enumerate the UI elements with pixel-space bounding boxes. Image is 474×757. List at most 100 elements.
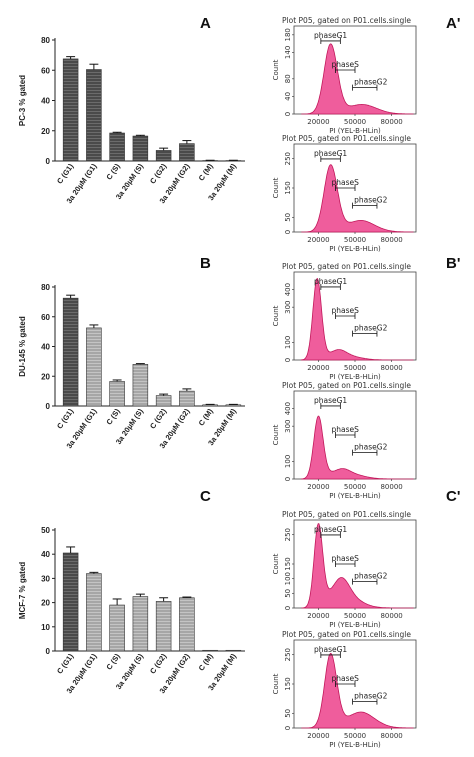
y-tick-label: 10 <box>41 623 50 632</box>
y-axis-label: Count <box>272 553 280 574</box>
histogram-area <box>300 277 414 361</box>
x-tick-label: 80000 <box>380 236 402 244</box>
x-category-label: C (G2) <box>148 407 169 431</box>
bar <box>62 552 79 652</box>
y-tick-label: 0 <box>46 157 51 166</box>
x-tick-label: 50000 <box>344 118 366 126</box>
y-tick-label: 50 <box>41 526 50 535</box>
x-axis-label: PI (YEL-B-HLin) <box>329 127 381 135</box>
y-tick-label: 80 <box>41 36 50 45</box>
x-tick-label: 80000 <box>380 118 402 126</box>
histogram-area <box>301 43 414 115</box>
y-tick-label: 80 <box>284 74 292 83</box>
gate-label: phaseG2 <box>354 692 387 701</box>
x-category-label: C (M) <box>197 652 215 673</box>
histogram-area <box>300 415 414 480</box>
x-axis-label: PI (YEL-B-HLin) <box>329 741 381 749</box>
y-tick-label: 0 <box>284 358 292 362</box>
y-tick-label: 20 <box>41 127 50 136</box>
x-category-label: C (S) <box>104 162 122 182</box>
bar <box>86 69 102 162</box>
bar <box>202 649 218 652</box>
histogram-title: Plot P05, gated on P01.cells.single <box>282 16 411 25</box>
gate-label: phaseS <box>332 674 360 683</box>
x-tick-label: 80000 <box>380 612 402 620</box>
y-tick-label: 50 <box>284 709 292 718</box>
histogram-plot: B' Plot P05, gated on P01.cells.single pha… <box>272 255 460 381</box>
histogram-area <box>301 652 414 729</box>
y-tick-label: 40 <box>41 550 50 559</box>
y-axis-label: MCF-7 % gated <box>18 562 27 619</box>
panel-letter: B' <box>446 255 460 272</box>
y-tick-label: 0 <box>284 606 292 610</box>
x-tick-label: 80000 <box>380 483 402 491</box>
x-axis-label: PI (YEL-B-HLin) <box>329 492 381 500</box>
y-tick-label: 20 <box>41 599 50 608</box>
x-category-label: C (S) <box>104 407 122 427</box>
gate-label: phaseG2 <box>354 572 387 581</box>
bar <box>86 327 102 407</box>
y-tick-label: 30 <box>41 574 50 583</box>
bar <box>62 58 79 162</box>
bar <box>179 390 195 407</box>
y-tick-label: 180 <box>284 28 292 41</box>
y-axis-label: Count <box>272 673 280 694</box>
gate-label: phaseG2 <box>354 443 387 452</box>
y-tick-label: 60 <box>41 66 50 75</box>
y-tick-label: 0 <box>46 647 51 656</box>
histogram-area <box>301 523 414 609</box>
y-tick-label: 40 <box>41 97 50 106</box>
histogram-plot: Plot P05, gated on P01.cells.single phase… <box>272 134 417 253</box>
gate-label: phaseS <box>332 554 360 563</box>
x-tick-label: 50000 <box>344 612 366 620</box>
bar <box>132 596 149 652</box>
y-tick-label: 0 <box>46 402 51 411</box>
bar <box>155 150 172 162</box>
y-tick-label: 100 <box>284 572 292 585</box>
bar <box>132 135 149 162</box>
x-tick-label: 50000 <box>344 483 366 491</box>
y-tick-label: 150 <box>284 557 292 570</box>
x-tick-label: 20000 <box>307 118 329 126</box>
bar <box>225 649 242 652</box>
x-tick-label: 80000 <box>380 364 402 372</box>
x-tick-label: 20000 <box>307 483 329 491</box>
bar <box>109 132 125 162</box>
gate-label: phaseG1 <box>314 31 347 40</box>
x-tick-label: 50000 <box>344 732 366 740</box>
y-tick-label: 40 <box>284 92 292 101</box>
bar <box>109 604 125 652</box>
histogram-title: Plot P05, gated on P01.cells.single <box>282 510 411 519</box>
gate-label: phaseG1 <box>314 277 347 286</box>
y-tick-label: 60 <box>41 313 50 322</box>
y-tick-label: 50 <box>284 213 292 222</box>
x-tick-label: 20000 <box>307 364 329 372</box>
histogram-area <box>301 164 414 233</box>
panel-letter: B <box>200 255 211 272</box>
bar <box>202 404 218 407</box>
gate-label: phaseG2 <box>354 78 387 87</box>
gate-label: phaseG1 <box>314 645 347 654</box>
y-tick-label: 0 <box>284 112 292 116</box>
histogram-title: Plot P05, gated on P01.cells.single <box>282 630 411 639</box>
y-tick-label: 400 <box>284 402 292 415</box>
x-category-label: C (G1) <box>55 652 76 676</box>
x-tick-label: 80000 <box>380 732 402 740</box>
x-axis-label: PI (YEL-B-HLin) <box>329 245 381 253</box>
y-tick-label: 0 <box>284 726 292 730</box>
y-axis-label: Count <box>272 59 280 80</box>
x-tick-label: 50000 <box>344 364 366 372</box>
x-tick-label: 20000 <box>307 612 329 620</box>
y-tick-label: 100 <box>284 336 292 349</box>
histogram-plot: Plot P05, gated on P01.cells.single phase… <box>272 381 417 500</box>
gate-label: phaseG1 <box>314 396 347 405</box>
histograms: A' Plot P05, gated on P01.cells.single pha… <box>272 15 460 749</box>
x-category-label: C (M) <box>197 407 215 428</box>
y-tick-label: 100 <box>284 455 292 468</box>
x-category-label: C (G1) <box>55 407 76 431</box>
